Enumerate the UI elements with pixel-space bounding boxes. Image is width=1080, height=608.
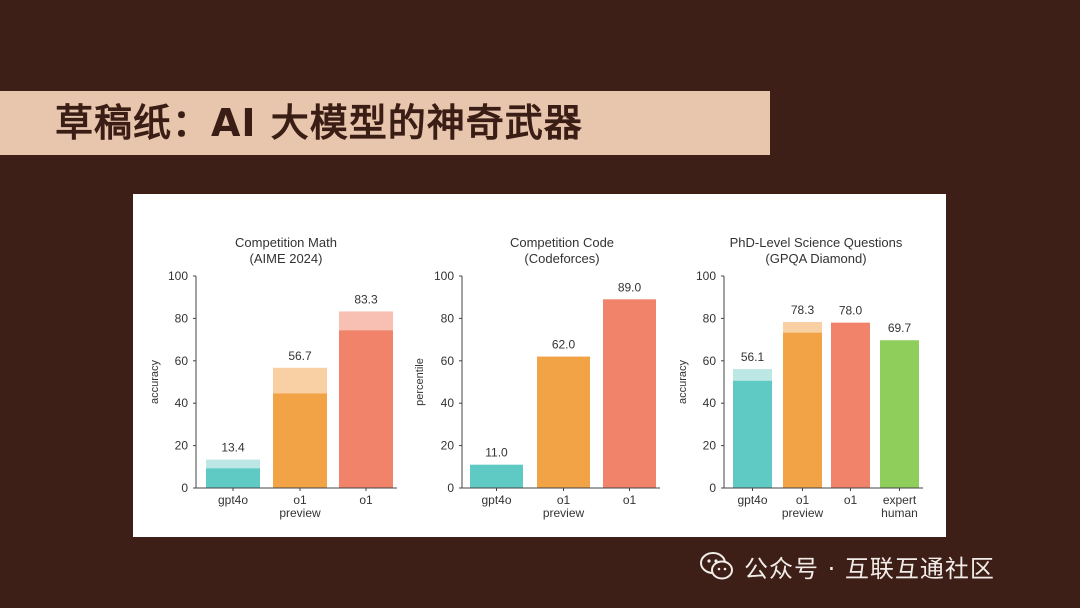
data-label: 89.0 [618, 280, 642, 294]
chart-title: (GPQA Diamond) [765, 251, 866, 266]
slide-title: 草稿纸：AI 大模型的神奇武器 [55, 101, 583, 145]
bar [537, 356, 590, 488]
bar [206, 468, 260, 488]
chart-panel: Competition Math (AIME 2024) 0 20 40 60 80 100 a… [133, 194, 946, 537]
bar-highlight [206, 459, 260, 469]
bar [339, 330, 393, 488]
bar [603, 299, 656, 488]
bar [783, 332, 822, 488]
data-label: 69.7 [888, 321, 912, 335]
x-tick-label: o1 [557, 493, 571, 507]
bar-highlight [273, 367, 327, 394]
charts-svg: Competition Math(AIME 2024) 0 20 40 60 80 100 a… [149, 235, 923, 520]
data-label: 62.0 [552, 338, 576, 352]
x-tick-label: preview [782, 506, 824, 520]
y-tick-label: 60 [175, 354, 189, 368]
chart-title: (Codeforces) [524, 251, 599, 266]
y-tick-label: 60 [441, 354, 455, 368]
x-tick-label: o1 [293, 493, 307, 507]
y-tick-label: 40 [441, 396, 455, 410]
y-tick-label: 0 [447, 481, 454, 495]
data-label: 83.3 [354, 292, 378, 306]
data-label: 56.7 [288, 349, 312, 363]
y-tick-label: 0 [709, 481, 716, 495]
watermark: 公众号 · 互联互通社区 [700, 546, 995, 586]
chart-title: (AIME 2024) [250, 251, 323, 266]
y-tick-label: 20 [441, 439, 455, 453]
y-tick-label: 40 [175, 396, 189, 410]
chart-title: PhD-Level Science Questions [730, 235, 903, 250]
y-tick-label: 60 [703, 354, 717, 368]
bar-highlight [339, 311, 393, 331]
y-tick-label: 80 [175, 311, 189, 325]
chart-title: Competition Math [235, 235, 337, 250]
bar [880, 340, 919, 488]
bar [470, 464, 523, 488]
x-tick-label: gpt4o [481, 493, 511, 507]
x-tick-label: gpt4o [737, 493, 767, 507]
chart-title: Competition Code [510, 235, 614, 250]
y-axis-label: percentile [414, 358, 426, 406]
x-tick-label: o1 [623, 493, 637, 507]
data-label: 11.0 [485, 446, 508, 460]
y-tick-label: 20 [703, 439, 717, 453]
x-tick-label: o1 [359, 493, 373, 507]
y-tick-label: 20 [175, 439, 189, 453]
bar-highlight [733, 369, 772, 381]
x-tick-label: preview [543, 506, 585, 520]
data-label: 13.4 [221, 441, 245, 455]
watermark-text: 公众号 · 互联互通社区 [744, 554, 995, 583]
bar-highlight [783, 322, 822, 333]
wechat-icon [700, 552, 733, 580]
x-tick-label: preview [279, 506, 321, 520]
y-axis-label: accuracy [677, 359, 689, 404]
bar [733, 380, 772, 488]
y-tick-label: 80 [703, 311, 717, 325]
y-tick-label: 40 [703, 396, 717, 410]
y-axis-label: accuracy [149, 359, 161, 404]
x-tick-label: o1 [796, 493, 810, 507]
x-tick-label: gpt4o [218, 493, 248, 507]
y-tick-label: 80 [441, 311, 455, 325]
x-tick-label: human [881, 506, 918, 520]
data-label: 78.0 [839, 304, 863, 318]
x-tick-label: o1 [844, 493, 858, 507]
bar [831, 322, 870, 488]
bar [273, 393, 327, 488]
data-label: 56.1 [741, 350, 765, 364]
x-tick-label: expert [883, 493, 917, 507]
y-tick-label: 100 [168, 269, 188, 283]
y-tick-label: 0 [181, 481, 188, 495]
data-label: 78.3 [791, 303, 815, 317]
y-tick-label: 100 [696, 269, 716, 283]
y-tick-label: 100 [434, 269, 454, 283]
title-band [0, 91, 770, 155]
